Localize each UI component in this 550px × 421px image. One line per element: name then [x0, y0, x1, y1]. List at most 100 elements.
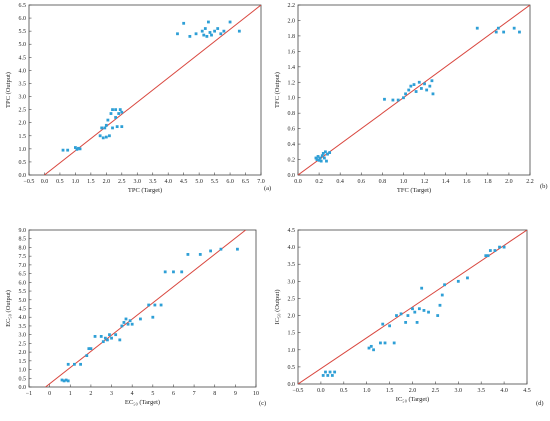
- x-tick-label: 8: [213, 391, 216, 397]
- y-tick-label: 2.0: [19, 121, 27, 127]
- y-tick-label: 7.0: [19, 263, 27, 269]
- data-point: [428, 84, 432, 88]
- data-point: [388, 324, 391, 328]
- y-tick-label: 8.0: [19, 245, 27, 251]
- y-tick-label: 0.2: [288, 158, 296, 164]
- data-point: [120, 110, 124, 114]
- data-point: [316, 155, 320, 158]
- y-tick-label: 0.0: [288, 382, 296, 388]
- data-point: [413, 310, 417, 314]
- x-tick-label: 7.0: [257, 179, 265, 185]
- y-tick-label: 2.5: [19, 341, 27, 347]
- x-tick-label: 1.0: [400, 179, 408, 185]
- data-point: [423, 82, 426, 86]
- y-tick-label: 2.0: [288, 314, 296, 320]
- y-tick-label: 1.0: [288, 348, 296, 354]
- x-tick-label: 1: [69, 391, 72, 397]
- y-tick-label: 1.6: [288, 49, 296, 55]
- panel-label: (a): [264, 185, 271, 192]
- data-point: [62, 379, 66, 383]
- reference-line: [298, 5, 530, 175]
- data-point: [99, 335, 103, 338]
- data-point: [60, 378, 64, 382]
- y-tick-label: 0.5: [19, 160, 27, 166]
- data-point: [321, 374, 325, 377]
- x-tick-label: 0.8: [379, 179, 387, 185]
- data-point: [114, 333, 118, 337]
- y-tick-label: 1.5: [19, 134, 27, 140]
- y-tick-label: 5.0: [19, 298, 27, 304]
- data-point: [66, 362, 70, 366]
- data-point: [391, 98, 395, 102]
- reference-line: [45, 230, 246, 387]
- x-tick-label: 0.2: [315, 179, 323, 185]
- data-point: [314, 156, 318, 160]
- data-point: [207, 20, 210, 24]
- data-point: [518, 30, 521, 34]
- x-tick-label: 1.4: [442, 179, 450, 185]
- y-tick-label: 2.5: [19, 108, 27, 114]
- data-point: [326, 374, 330, 377]
- x-tick-label: 4.0: [164, 179, 172, 185]
- data-point: [79, 362, 82, 366]
- y-tick-label: 2.2: [288, 3, 296, 9]
- data-point: [115, 125, 119, 129]
- data-point: [438, 303, 442, 307]
- data-point: [89, 347, 93, 351]
- y-tick-label: 0.0: [288, 173, 296, 179]
- data-point: [117, 112, 121, 115]
- data-point: [93, 335, 97, 338]
- data-point: [209, 249, 212, 253]
- x-tick-label: 2.2: [526, 179, 534, 185]
- data-point: [109, 112, 113, 115]
- data-point: [404, 92, 407, 96]
- data-point: [512, 26, 516, 30]
- x-tick-label: 1.2: [421, 179, 429, 185]
- data-point: [104, 123, 108, 127]
- y-tick-label: 0.6: [288, 127, 296, 133]
- x-axis-label: EC₅₀ (Target): [125, 399, 160, 406]
- x-tick-label: 0.6: [358, 179, 366, 185]
- y-axis-label: TFC (Output): [274, 72, 281, 108]
- data-point: [399, 312, 403, 316]
- y-tick-label: 4.5: [288, 228, 296, 234]
- x-tick-label: 1.6: [463, 179, 471, 185]
- data-point: [422, 309, 426, 312]
- data-point: [402, 96, 405, 100]
- data-point: [319, 159, 323, 163]
- data-point: [381, 322, 385, 326]
- x-tick-label: 2.0: [505, 179, 513, 185]
- data-point: [111, 126, 114, 130]
- data-point: [188, 34, 192, 38]
- y-tick-label: 1.0: [19, 368, 27, 374]
- y-tick-label: 1.8: [288, 34, 296, 40]
- x-tick-label: 1.0: [363, 388, 371, 394]
- data-point: [317, 158, 321, 162]
- data-point: [118, 108, 122, 112]
- y-tick-label: 4.0: [19, 315, 27, 321]
- x-tick-label: 5.5: [211, 179, 219, 185]
- data-point: [407, 88, 411, 92]
- data-point: [484, 254, 488, 258]
- data-point: [333, 370, 337, 374]
- data-point: [494, 30, 498, 34]
- x-tick-label: 5.0: [195, 179, 203, 185]
- data-point: [180, 270, 184, 274]
- panel-label: (b): [540, 183, 548, 190]
- x-tick-label: 0.4: [336, 179, 344, 185]
- x-tick-label: 4.5: [180, 179, 188, 185]
- data-point: [182, 21, 186, 25]
- x-tick-label: 2.5: [432, 388, 440, 394]
- data-point: [325, 159, 328, 163]
- data-point: [74, 146, 77, 149]
- y-tick-label: 2.5: [288, 296, 296, 302]
- y-tick-label: 0.5: [288, 365, 296, 371]
- x-tick-label: 1.0: [72, 179, 80, 185]
- data-point: [425, 88, 429, 92]
- chart-panel-3: −1 0 1 2 3 4 5 6 7 8 9 10 0.0 0.5 1.0 1.5 2.0 2.5 3.0 3.5 4.…: [5, 228, 266, 407]
- data-point: [106, 118, 110, 122]
- reference-line: [298, 230, 527, 384]
- data-point: [73, 362, 76, 366]
- data-point: [322, 156, 326, 160]
- data-point: [176, 32, 179, 36]
